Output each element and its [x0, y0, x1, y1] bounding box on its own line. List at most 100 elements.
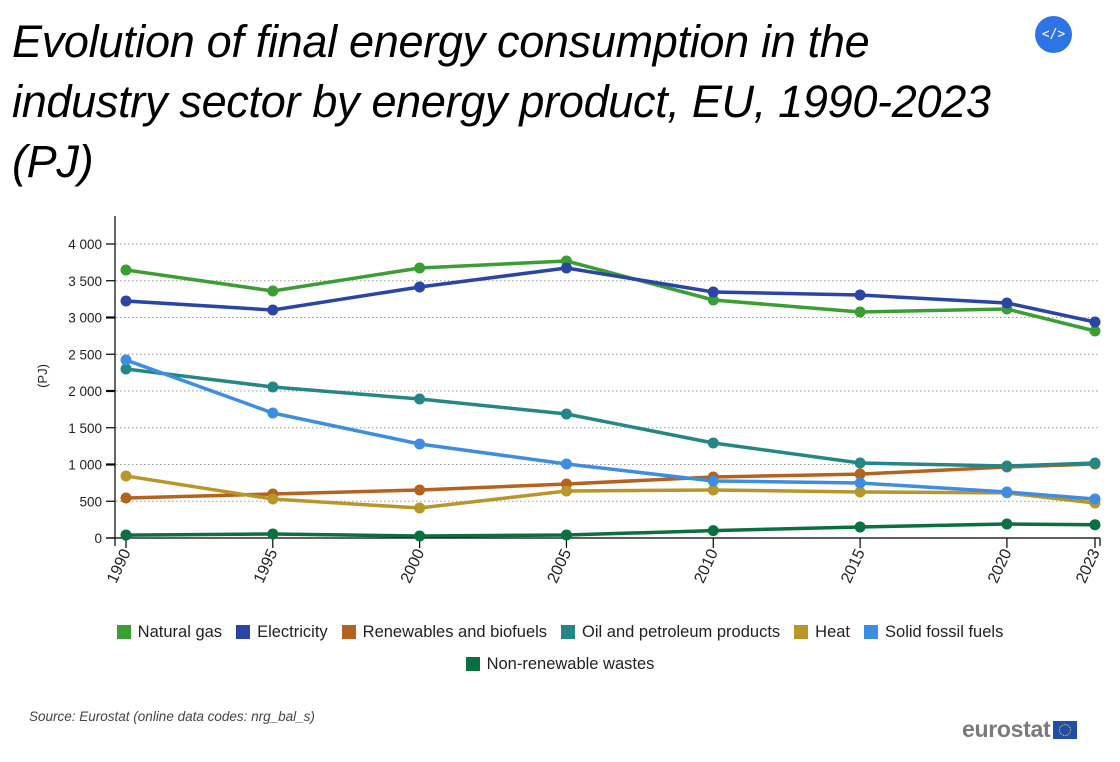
data-point[interactable] [707, 437, 719, 449]
data-point[interactable] [854, 306, 866, 318]
x-tick-label: 1990 [104, 546, 134, 586]
data-point[interactable] [707, 484, 719, 496]
x-tick-label: 2020 [985, 546, 1015, 586]
legend-item[interactable]: Heat [794, 622, 850, 642]
y-axis-label: (PJ) [35, 364, 50, 388]
data-point[interactable] [414, 502, 426, 514]
data-point[interactable] [1089, 493, 1101, 505]
embed-code-button[interactable]: </> [1035, 16, 1072, 53]
y-tick-label: 0 [94, 531, 102, 546]
legend-swatch [465, 657, 480, 671]
x-axis: 1990 1995 2000 2005 2010 2015 2020 2023 [104, 537, 1104, 586]
series-line [125, 522, 1096, 538]
data-point[interactable] [267, 528, 279, 540]
gridlines [116, 243, 1100, 502]
data-point[interactable] [854, 468, 866, 480]
data-point[interactable] [120, 264, 132, 276]
y-tick-label: 3 000 [68, 311, 102, 326]
data-point[interactable] [854, 477, 866, 489]
legend-label: Electricity [257, 623, 328, 641]
series-oil-and-petroleum-products [120, 363, 1101, 472]
y-tick-label: 2 000 [68, 384, 102, 399]
legend-item[interactable]: Oil and petroleum products [561, 622, 780, 642]
data-point[interactable] [414, 438, 426, 450]
data-point[interactable] [560, 262, 572, 274]
legend-swatch [864, 625, 879, 639]
source-note: Source: Eurostat (online data codes: nrg… [29, 709, 315, 724]
y-tick-label: 1 500 [68, 421, 102, 436]
legend-item[interactable]: Renewables and biofuels [341, 622, 547, 642]
data-point[interactable] [560, 458, 572, 470]
data-point[interactable] [267, 407, 279, 419]
data-point[interactable] [267, 304, 279, 316]
data-point[interactable] [854, 486, 866, 498]
series-line [125, 266, 1096, 324]
data-point[interactable] [1089, 325, 1101, 337]
data-point[interactable] [854, 521, 866, 533]
data-point[interactable] [1001, 486, 1013, 498]
data-point[interactable] [414, 262, 426, 274]
x-tick-label: 2000 [398, 546, 428, 586]
series-heat [120, 470, 1101, 514]
series-line [125, 462, 1096, 500]
data-point[interactable] [560, 408, 572, 420]
data-point[interactable] [120, 354, 132, 366]
y-tick-label: 3 500 [68, 274, 102, 289]
data-point[interactable] [854, 457, 866, 469]
data-point[interactable] [120, 529, 132, 541]
data-point[interactable] [707, 294, 719, 306]
x-tick-label: 2023 [1073, 546, 1103, 586]
series-line [125, 474, 1096, 510]
y-tick-label: 1 000 [68, 458, 102, 473]
series-non-renewable-wastes [120, 518, 1101, 542]
data-point[interactable] [707, 525, 719, 537]
data-point[interactable] [1001, 460, 1013, 472]
series-natural-gas [120, 255, 1101, 337]
legend-label: Oil and petroleum products [582, 623, 781, 641]
y-tick-label: 4 000 [68, 237, 102, 252]
data-point[interactable] [560, 529, 572, 541]
legend-label: Natural gas [137, 623, 223, 641]
data-point[interactable] [120, 470, 132, 482]
code-embed-icon: </> [1041, 27, 1066, 42]
legend-item[interactable]: Non-renewable wastes [465, 654, 655, 674]
data-point[interactable] [560, 485, 572, 497]
y-tick-label: 500 [79, 494, 102, 509]
data-point[interactable] [1001, 518, 1013, 530]
chart-title: Evolution of final energy consumption in… [12, 16, 991, 187]
legend-item[interactable]: Natural gas [116, 622, 223, 642]
x-tick-label: 2005 [545, 546, 575, 586]
legend-swatch [116, 625, 131, 639]
legend-label: Heat [815, 623, 851, 641]
x-tick-label: 2010 [691, 546, 721, 586]
data-point[interactable] [414, 530, 426, 542]
eurostat-logo: eurostat [962, 716, 1078, 743]
series-line [125, 367, 1096, 468]
legend: Natural gas Electricity Renewables and bio… [40, 622, 1080, 674]
data-point[interactable] [120, 492, 132, 504]
data-point[interactable] [120, 363, 132, 375]
data-point[interactable] [1089, 519, 1101, 531]
data-point[interactable] [267, 381, 279, 393]
data-point[interactable] [1001, 297, 1013, 309]
series-lines [120, 255, 1101, 542]
data-point[interactable] [414, 393, 426, 405]
data-point[interactable] [120, 295, 132, 307]
data-point[interactable] [267, 493, 279, 505]
data-point[interactable] [267, 285, 279, 297]
legend-swatch [341, 625, 356, 639]
data-point[interactable] [1089, 457, 1101, 469]
data-point[interactable] [1089, 316, 1101, 328]
legend-item[interactable]: Solid fossil fuels [864, 622, 1003, 642]
eu-flag-icon [1053, 720, 1078, 739]
series-line [125, 358, 1096, 501]
data-point[interactable] [707, 286, 719, 298]
legend-label: Non-renewable wastes [486, 655, 655, 673]
data-point[interactable] [707, 475, 719, 487]
series-electricity [120, 262, 1101, 328]
data-point[interactable] [414, 484, 426, 496]
data-point[interactable] [414, 281, 426, 293]
data-point[interactable] [854, 289, 866, 301]
legend-item[interactable]: Electricity [236, 622, 328, 642]
